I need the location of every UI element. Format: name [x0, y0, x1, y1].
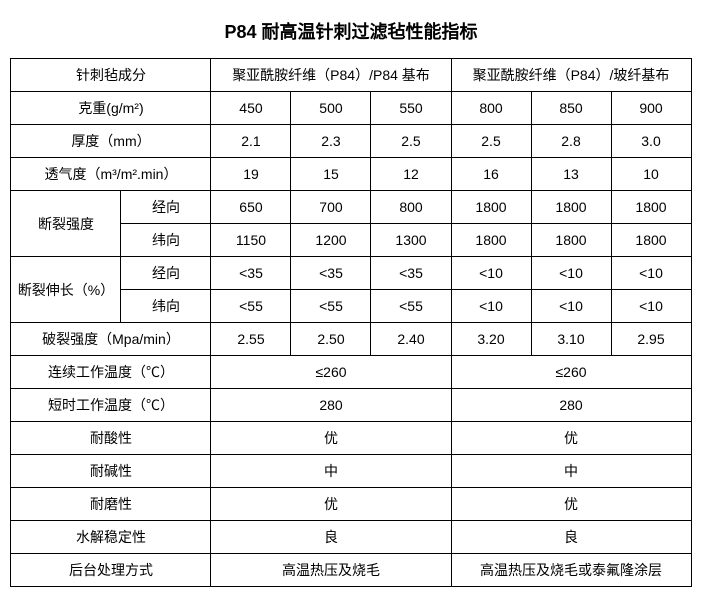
cell: 850: [531, 92, 611, 125]
cell: 900: [611, 92, 691, 125]
cell: 2.55: [211, 323, 291, 356]
cell: 1800: [611, 224, 691, 257]
cell: 1150: [211, 224, 291, 257]
cell: 1800: [611, 191, 691, 224]
cell: 450: [211, 92, 291, 125]
cell: 2.1: [211, 125, 291, 158]
cell: 良: [451, 521, 691, 554]
cell: 280: [451, 389, 691, 422]
header-composition: 针刺毡成分: [11, 59, 211, 92]
row-label: 透气度（m³/m².min）: [11, 158, 211, 191]
cell: <35: [291, 257, 371, 290]
cell: 650: [211, 191, 291, 224]
cell: 3.10: [531, 323, 611, 356]
row-label: 破裂强度（Mpa/min）: [11, 323, 211, 356]
cell: <10: [531, 257, 611, 290]
row-label: 耐碱性: [11, 455, 211, 488]
sub-label: 纬向: [121, 290, 211, 323]
cell: <10: [611, 290, 691, 323]
cell: <55: [211, 290, 291, 323]
sub-label: 经向: [121, 257, 211, 290]
cell: 2.40: [371, 323, 451, 356]
table-row: 断裂伸长（%） 经向 <35 <35 <35 <10 <10 <10: [11, 257, 691, 290]
cell: 2.95: [611, 323, 691, 356]
cell: <35: [211, 257, 291, 290]
table-row: 短时工作温度（℃） 280 280: [11, 389, 691, 422]
row-label: 短时工作温度（℃）: [11, 389, 211, 422]
row-label: 连续工作温度（℃）: [11, 356, 211, 389]
page-title: P84 耐高温针刺过滤毡性能指标: [10, 18, 692, 44]
cell: 2.8: [531, 125, 611, 158]
table-row: 断裂强度 经向 650 700 800 1800 1800 1800: [11, 191, 691, 224]
cell: ≤260: [451, 356, 691, 389]
cell: 中: [211, 455, 451, 488]
cell: 优: [451, 488, 691, 521]
cell: <55: [291, 290, 371, 323]
cell: 高温热压及烧毛或泰氟隆涂层: [451, 554, 691, 587]
cell: 13: [531, 158, 611, 191]
cell: 1800: [531, 224, 611, 257]
cell: 550: [371, 92, 451, 125]
cell: 2.5: [451, 125, 531, 158]
cell: 500: [291, 92, 371, 125]
table-row: 厚度（mm） 2.1 2.3 2.5 2.5 2.8 3.0: [11, 125, 691, 158]
cell: 3.20: [451, 323, 531, 356]
table-row: 耐磨性 优 优: [11, 488, 691, 521]
row-label: 耐磨性: [11, 488, 211, 521]
cell: <35: [371, 257, 451, 290]
cell: 280: [211, 389, 451, 422]
cell: <10: [451, 257, 531, 290]
cell: 1800: [531, 191, 611, 224]
cell: 2.5: [371, 125, 451, 158]
table-row: 针刺毡成分 聚亚酰胺纤维（P84）/P84 基布 聚亚酰胺纤维（P84）/玻纤基…: [11, 59, 691, 92]
cell: 2.3: [291, 125, 371, 158]
cell: 16: [451, 158, 531, 191]
cell: <10: [451, 290, 531, 323]
cell: 12: [371, 158, 451, 191]
cell: 优: [211, 488, 451, 521]
header-group1: 聚亚酰胺纤维（P84）/P84 基布: [211, 59, 451, 92]
row-label: 耐酸性: [11, 422, 211, 455]
spec-table: 针刺毡成分 聚亚酰胺纤维（P84）/P84 基布 聚亚酰胺纤维（P84）/玻纤基…: [10, 58, 691, 587]
row-label: 后台处理方式: [11, 554, 211, 587]
cell: <10: [531, 290, 611, 323]
sub-label: 纬向: [121, 224, 211, 257]
cell: 优: [451, 422, 691, 455]
header-group2: 聚亚酰胺纤维（P84）/玻纤基布: [451, 59, 691, 92]
row-label: 水解稳定性: [11, 521, 211, 554]
cell: 3.0: [611, 125, 691, 158]
cell: 10: [611, 158, 691, 191]
cell: 800: [371, 191, 451, 224]
cell: 1800: [451, 224, 531, 257]
table-row: 克重(g/m²) 450 500 550 800 850 900: [11, 92, 691, 125]
cell: 1200: [291, 224, 371, 257]
table-row: 耐碱性 中 中: [11, 455, 691, 488]
cell: <55: [371, 290, 451, 323]
table-row: 水解稳定性 良 良: [11, 521, 691, 554]
row-label: 断裂伸长（%）: [11, 257, 121, 323]
cell: 19: [211, 158, 291, 191]
cell: 1800: [451, 191, 531, 224]
cell: ≤260: [211, 356, 451, 389]
cell: 700: [291, 191, 371, 224]
cell: 800: [451, 92, 531, 125]
cell: 优: [211, 422, 451, 455]
table-row: 后台处理方式 高温热压及烧毛 高温热压及烧毛或泰氟隆涂层: [11, 554, 691, 587]
sub-label: 经向: [121, 191, 211, 224]
cell: 良: [211, 521, 451, 554]
cell: 高温热压及烧毛: [211, 554, 451, 587]
row-label: 厚度（mm）: [11, 125, 211, 158]
table-row: 连续工作温度（℃） ≤260 ≤260: [11, 356, 691, 389]
table-row: 耐酸性 优 优: [11, 422, 691, 455]
row-label: 克重(g/m²): [11, 92, 211, 125]
cell: 2.50: [291, 323, 371, 356]
cell: 1300: [371, 224, 451, 257]
table-row: 破裂强度（Mpa/min） 2.55 2.50 2.40 3.20 3.10 2…: [11, 323, 691, 356]
table-row: 透气度（m³/m².min） 19 15 12 16 13 10: [11, 158, 691, 191]
cell: 15: [291, 158, 371, 191]
cell: <10: [611, 257, 691, 290]
cell: 中: [451, 455, 691, 488]
row-label: 断裂强度: [11, 191, 121, 257]
